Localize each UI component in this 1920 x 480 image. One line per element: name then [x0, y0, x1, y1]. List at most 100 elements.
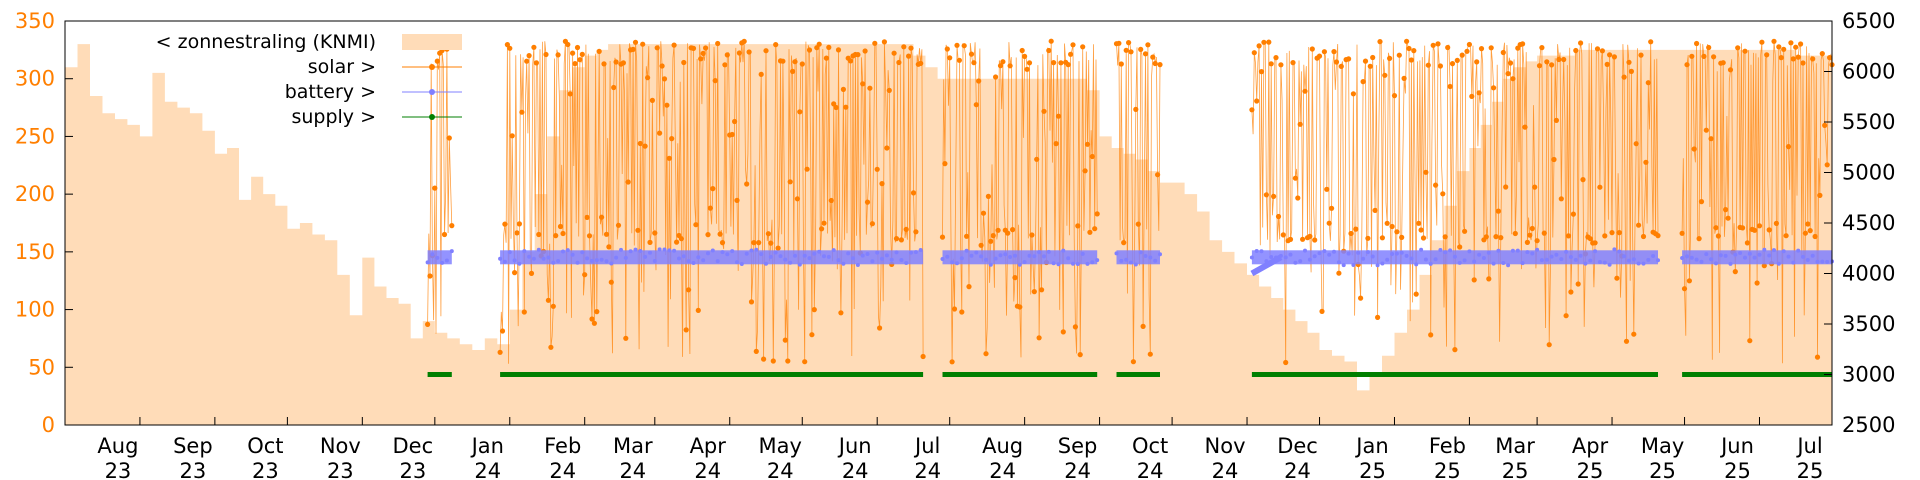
- solar-point: [879, 181, 885, 187]
- solar-point: [913, 229, 919, 235]
- solar-point: [1558, 196, 1564, 202]
- solar-point: [1805, 221, 1811, 227]
- solar-point: [690, 45, 697, 52]
- battery-point: [1825, 259, 1830, 264]
- solar-point: [632, 39, 639, 45]
- solar-point: [1399, 234, 1405, 240]
- battery-point: [945, 254, 950, 259]
- solar-point: [1744, 240, 1750, 246]
- solar-point: [804, 166, 810, 172]
- solar-point: [1616, 230, 1622, 236]
- solar-point: [1034, 156, 1040, 162]
- solar-point: [1740, 225, 1746, 231]
- battery-point: [1631, 257, 1636, 262]
- battery-point: [1457, 260, 1462, 265]
- solar-point: [635, 227, 641, 233]
- y-right-tick-label: 2500: [1842, 413, 1895, 437]
- x-tick-month-label: Oct: [1132, 434, 1168, 458]
- solar-point: [1413, 291, 1419, 297]
- battery-point: [913, 250, 918, 255]
- battery-point: [517, 261, 522, 266]
- solar-point: [1464, 48, 1470, 54]
- battery-point: [778, 254, 783, 259]
- battery-point: [1781, 249, 1786, 254]
- solar-point: [1756, 223, 1763, 229]
- solar-point: [550, 303, 556, 309]
- solar-point: [1447, 83, 1453, 90]
- solar-point: [1491, 85, 1497, 91]
- battery-point: [1714, 261, 1718, 266]
- solar-point: [896, 59, 902, 66]
- battery-point: [575, 260, 580, 265]
- y-left-tick-label: 350: [15, 9, 55, 33]
- battery-point: [1481, 256, 1486, 260]
- solar-point: [884, 145, 890, 151]
- solar-point: [1092, 226, 1098, 232]
- solar-point: [893, 236, 900, 242]
- solar-point: [1720, 60, 1726, 66]
- battery-band: [1682, 250, 1832, 265]
- battery-point: [1322, 249, 1327, 254]
- x-tick-month-label: Mar: [1495, 434, 1535, 458]
- solar-point: [990, 233, 996, 239]
- solar-point: [908, 45, 914, 51]
- solar-point: [1510, 76, 1516, 82]
- solar-point: [1319, 308, 1325, 314]
- solar-point: [1790, 56, 1796, 62]
- solar-point: [826, 44, 832, 51]
- x-tick-year-label: 24: [694, 459, 721, 480]
- legend-swatch-point: [429, 89, 435, 95]
- solar-point: [988, 238, 994, 244]
- battery-point: [1583, 261, 1588, 266]
- solar-point: [753, 348, 759, 354]
- solar-point: [1442, 234, 1448, 240]
- battery-point: [940, 257, 945, 261]
- supply-series-layer: [427, 372, 1832, 377]
- solar-point: [1561, 56, 1567, 63]
- battery-point: [435, 255, 440, 260]
- x-tick-month-label: Nov: [320, 434, 361, 458]
- battery-point: [783, 257, 788, 262]
- solar-point: [1539, 45, 1545, 51]
- solar-point: [608, 279, 614, 285]
- x-tick-year-label: 24: [989, 459, 1016, 480]
- solar-point: [1742, 48, 1748, 54]
- solar-point: [1370, 54, 1376, 61]
- solar-point: [511, 270, 518, 276]
- solar-point: [1266, 39, 1272, 45]
- solar-point: [536, 231, 542, 238]
- solar-point: [1706, 44, 1712, 51]
- solar-point: [761, 356, 767, 362]
- battery-point: [1564, 249, 1569, 254]
- battery-point: [959, 256, 964, 261]
- battery-point: [1066, 256, 1071, 261]
- solar-point: [797, 109, 803, 115]
- solar-point: [1764, 52, 1770, 58]
- solar-point: [1684, 62, 1690, 68]
- solar-point: [1689, 53, 1695, 59]
- solar-point: [441, 231, 448, 238]
- x-tick-year-label: 24: [1064, 459, 1091, 480]
- battery-point: [580, 250, 585, 255]
- solar-point: [572, 61, 578, 67]
- battery-point: [841, 261, 846, 266]
- solar-point: [1309, 46, 1315, 52]
- x-tick-month-label: Feb: [1429, 434, 1466, 458]
- supply-band: [1116, 372, 1160, 377]
- battery-point: [701, 258, 706, 263]
- solar-point: [586, 233, 593, 239]
- solar-point: [961, 43, 967, 49]
- solar-point: [1418, 227, 1424, 233]
- solar-point: [647, 239, 653, 245]
- battery-point: [826, 254, 831, 259]
- solar-point: [1080, 44, 1086, 50]
- battery-point: [1801, 254, 1805, 259]
- x-tick-year-label: 24: [767, 459, 794, 480]
- supply-band: [942, 372, 1098, 377]
- battery-point: [1597, 260, 1602, 264]
- solar-point: [968, 51, 975, 57]
- solar-line-segment: [499, 41, 924, 364]
- battery-point: [585, 256, 590, 261]
- x-tick-year-label: 24: [474, 459, 501, 480]
- legend-label: < zonnestraling (KNMI): [156, 31, 376, 53]
